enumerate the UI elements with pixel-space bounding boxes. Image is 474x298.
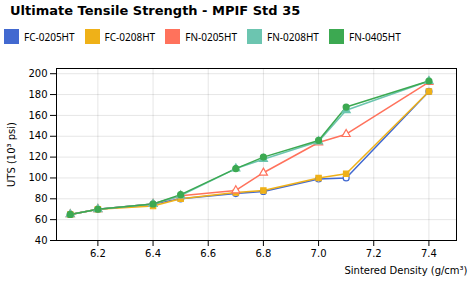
html-text:Ultimate Tensile Strength - MP: Ultimate Tensile Strength - MPIF Std 35 [10,3,301,18]
svg-text:120: 120 [28,151,47,162]
html-text:FN-0205HT: FN-0205HT [185,29,238,44]
svg-text:Sintered Density (g/cm³): Sintered Density (g/cm³) [344,265,467,276]
html-text:FC-0205HT: FC-0205HT [24,29,75,44]
svg-text:40: 40 [35,235,48,246]
html-text:FN-0208HT: FN-0208HT [267,29,319,44]
svg-text:6.4: 6.4 [145,248,161,259]
svg-text:6.6: 6.6 [200,248,216,259]
svg-text:UTS (10³ psi): UTS (10³ psi) [6,122,17,187]
svg-text:80: 80 [35,193,48,204]
svg-text:60: 60 [35,214,48,225]
svg-text:100: 100 [28,172,47,183]
svg-text:6.8: 6.8 [255,248,271,259]
svg-text:140: 140 [28,130,47,141]
svg-text:180: 180 [28,89,47,100]
svg-text:200: 200 [28,68,47,79]
svg-text:7.0: 7.0 [311,248,327,259]
svg-text:7.2: 7.2 [366,248,382,259]
svg-text:6.2: 6.2 [90,248,106,259]
svg-text:160: 160 [28,110,47,121]
html-text:FN-0405HT: FN-0405HT [348,29,401,44]
html-text:FC-0208HT: FC-0208HT [104,29,156,44]
svg-text:7.4: 7.4 [421,248,437,259]
